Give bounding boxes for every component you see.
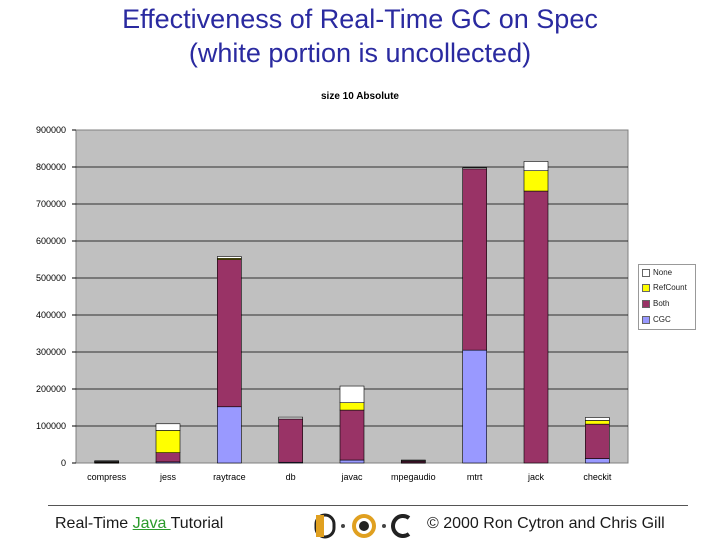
logo-c-shape (391, 514, 411, 538)
y-tick-label: 600000 (36, 236, 66, 246)
bar-refcount-checkit (585, 420, 610, 425)
y-tick-label: 300000 (36, 347, 66, 357)
footer-course-title: Real-Time Java Tutorial (55, 515, 223, 533)
doc-logo (314, 513, 411, 539)
footer-java-link[interactable]: Java (132, 515, 171, 532)
bar-both-jack (523, 190, 549, 464)
bar-both-mtrt (462, 168, 487, 351)
footer-suffix: Tutorial (170, 515, 224, 532)
y-tick-label: 0 (61, 458, 66, 468)
bar-none-compress (94, 460, 119, 462)
legend-label-both: Both (653, 299, 670, 308)
x-tick-label: jack (527, 472, 545, 482)
bar-none-javac (339, 385, 365, 403)
legend-label-none: None (653, 268, 673, 277)
bar-none-jess (155, 423, 181, 431)
bar-refcount-jack (523, 170, 549, 192)
legend-item-refcount: RefCount (642, 282, 687, 294)
footer-prefix: Real-Time (55, 515, 133, 532)
x-tick-label: mpegaudio (391, 472, 436, 482)
x-tick-label: jess (159, 472, 177, 482)
chart-title: size 10 Absolute (321, 91, 399, 102)
y-tick-label: 100000 (36, 421, 66, 431)
bar-both-jess (155, 452, 181, 463)
footer-divider (48, 505, 688, 506)
bar-cgc-checkit (585, 458, 610, 464)
x-tick-label: javac (340, 472, 363, 482)
logo-dot (341, 524, 345, 528)
x-tick-label: checkit (583, 472, 612, 482)
legend-item-cgc: CGC (642, 314, 671, 326)
bar-both-javac (339, 409, 365, 461)
legend-swatch-cgc (642, 315, 650, 324)
bar-cgc-mtrt (462, 349, 487, 464)
bar-both-checkit (585, 423, 610, 459)
logo-d-accent (316, 515, 324, 537)
legend-item-both: Both (642, 298, 669, 310)
logo-dot (382, 524, 386, 528)
y-tick-label: 700000 (36, 199, 66, 209)
y-axis: 0 100000 200000 300000 400000 500000 600000 700… (36, 125, 76, 468)
chart-legend: None RefCount Both CGC (638, 264, 696, 330)
bar-cgc-raytrace (217, 406, 242, 464)
slide-title-line1: Effectiveness of Real-Time GC on Spec (122, 4, 598, 34)
y-tick-label: 200000 (36, 384, 66, 394)
legend-swatch-none (642, 268, 650, 277)
bar-none-raytrace (217, 256, 242, 259)
x-tick-label: mtrt (467, 472, 483, 482)
y-tick-label: 400000 (36, 310, 66, 320)
footer-copyright: © 2000 Ron Cytron and Chris Gill (427, 515, 665, 532)
x-tick-label: compress (87, 472, 127, 482)
logo-o-shape (352, 514, 376, 538)
legend-label-refcount: RefCount (653, 283, 687, 292)
legend-swatch-both (642, 299, 650, 308)
bar-refcount-jess (155, 430, 181, 453)
bar-both-raytrace (217, 259, 242, 408)
bar-none-db (278, 416, 303, 420)
x-tick-label: raytrace (213, 472, 246, 482)
y-tick-label: 500000 (36, 273, 66, 283)
legend-label-cgc: CGC (653, 315, 671, 324)
legend-swatch-refcount (642, 283, 650, 292)
logo-o-core (359, 521, 369, 531)
bar-refcount-javac (339, 402, 365, 411)
bar-cgc-javac (339, 459, 365, 464)
y-tick-label: 800000 (36, 162, 66, 172)
bars (94, 161, 610, 464)
bar-none-checkit (585, 417, 610, 421)
bar-both-db (278, 418, 303, 463)
y-tick-label: 900000 (36, 125, 66, 135)
bar-none-jack (523, 161, 549, 171)
x-axis: compress jess raytrace db javac mpegaudio mtrt… (87, 472, 612, 482)
bar-none-mpegaudio (401, 459, 426, 462)
bar-none-mtrt (462, 167, 487, 170)
slide-title-line2: (white portion is uncollected) (188, 38, 532, 68)
x-tick-label: db (286, 472, 296, 482)
legend-item-none: None (642, 267, 672, 279)
